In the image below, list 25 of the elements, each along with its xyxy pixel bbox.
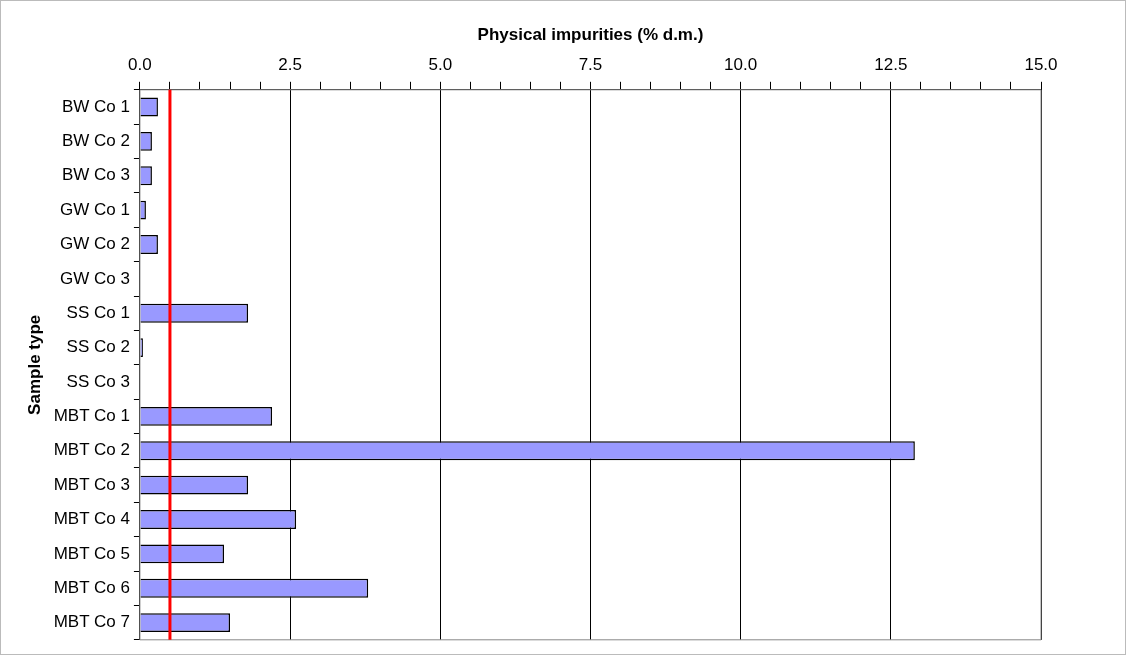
y-tick-label: GW Co 1 — [60, 199, 130, 219]
y-tick-label: MBT Co 1 — [53, 406, 130, 426]
y-tick-label: MBT Co 4 — [53, 509, 130, 529]
y-tick-label: BW Co 3 — [61, 165, 130, 185]
y-tick-label: SS Co 1 — [66, 302, 130, 322]
y-tick-label: MBT Co 5 — [53, 543, 130, 563]
y-tick-label: GW Co 3 — [60, 268, 130, 288]
y-tick-label: SS Co 3 — [66, 371, 130, 391]
y-axis-title: Sample type — [24, 314, 44, 415]
y-tick-label: SS Co 2 — [66, 337, 130, 357]
x-tick-label: 5.0 — [428, 55, 453, 75]
y-tick-label: MBT Co 7 — [53, 612, 130, 632]
y-tick-label: GW Co 2 — [60, 234, 130, 254]
y-tick-label: MBT Co 6 — [53, 577, 130, 597]
x-tick-label: 15.0 — [1024, 55, 1058, 75]
x-tick-label: 2.5 — [278, 55, 302, 75]
y-tick-label: MBT Co 3 — [53, 474, 130, 494]
y-tick-label: MBT Co 2 — [53, 440, 130, 460]
x-tick-label: 7.5 — [578, 55, 603, 75]
x-axis-title: Physical impurities (% d.m.) — [477, 24, 704, 44]
x-tick-label: 10.0 — [724, 55, 758, 75]
y-tick-label: BW Co 2 — [61, 131, 130, 151]
x-tick-label: 12.5 — [874, 55, 908, 75]
y-tick-label: BW Co 1 — [61, 96, 130, 116]
x-tick-label: 0.0 — [128, 55, 152, 75]
